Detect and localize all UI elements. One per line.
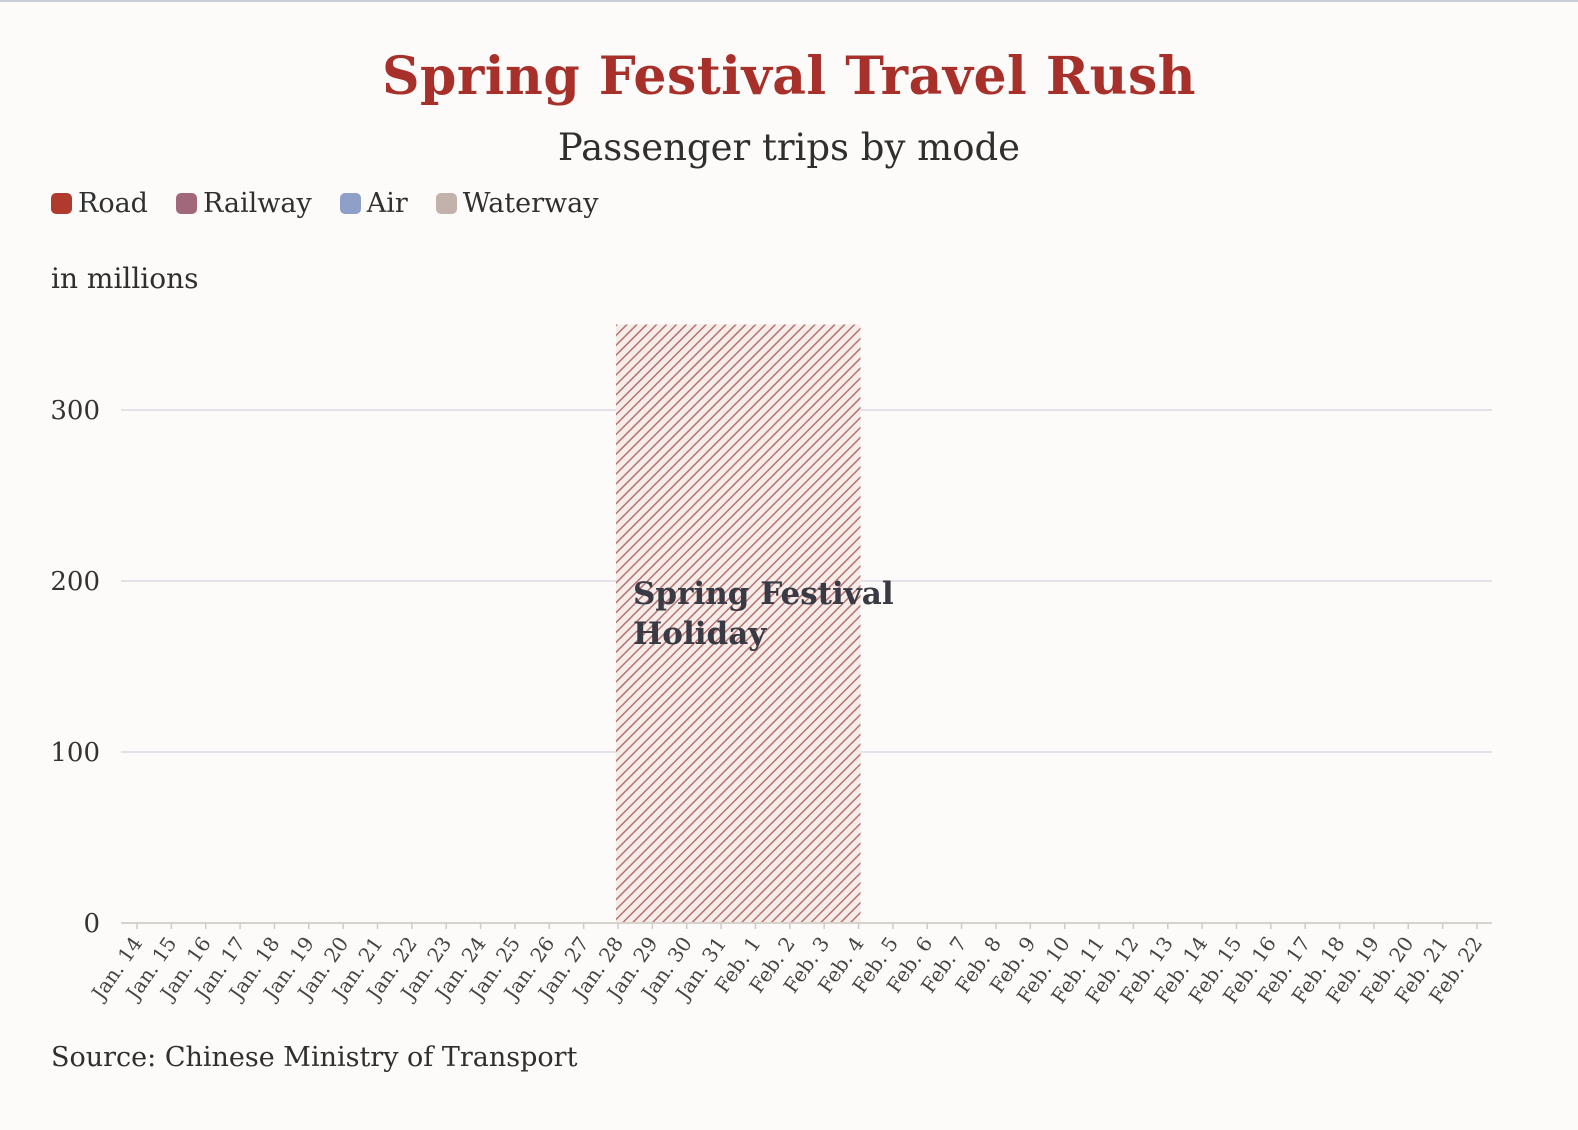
legend-item-waterway[interactable]: Waterway [435, 188, 599, 219]
y-tick-label: 300 [50, 396, 100, 426]
legend-item-road[interactable]: Road [51, 188, 148, 219]
legend-swatch-railway [175, 193, 197, 214]
y-tick-label: 100 [50, 738, 100, 768]
holiday-annotation-text: Spring Festival [633, 576, 894, 612]
legend-item-air[interactable]: Air [339, 188, 408, 219]
chart-subtitle: Passenger trips by mode [557, 126, 1021, 169]
legend-label-road: Road [78, 188, 148, 219]
holiday-band [616, 324, 861, 923]
legend: Road Railway Air Waterway [51, 188, 627, 219]
holiday-annotation-text: Holiday [633, 616, 767, 652]
chart-title: Spring Festival Travel Rush [381, 46, 1197, 107]
y-tick-label: 200 [50, 567, 100, 597]
legend-item-railway[interactable]: Railway [175, 188, 312, 219]
legend-swatch-waterway [435, 193, 457, 214]
legend-label-air: Air [366, 188, 408, 219]
legend-swatch-road [51, 193, 72, 214]
top-rule [0, 0, 1578, 2]
y-axis-unit-label: in millions [51, 262, 199, 295]
source-note: Source: Chinese Ministry of Transport [51, 1042, 578, 1073]
legend-label-waterway: Waterway [462, 188, 599, 219]
legend-label-railway: Railway [202, 188, 312, 219]
legend-swatch-air [339, 193, 361, 214]
y-tick-label: 0 [83, 909, 100, 939]
